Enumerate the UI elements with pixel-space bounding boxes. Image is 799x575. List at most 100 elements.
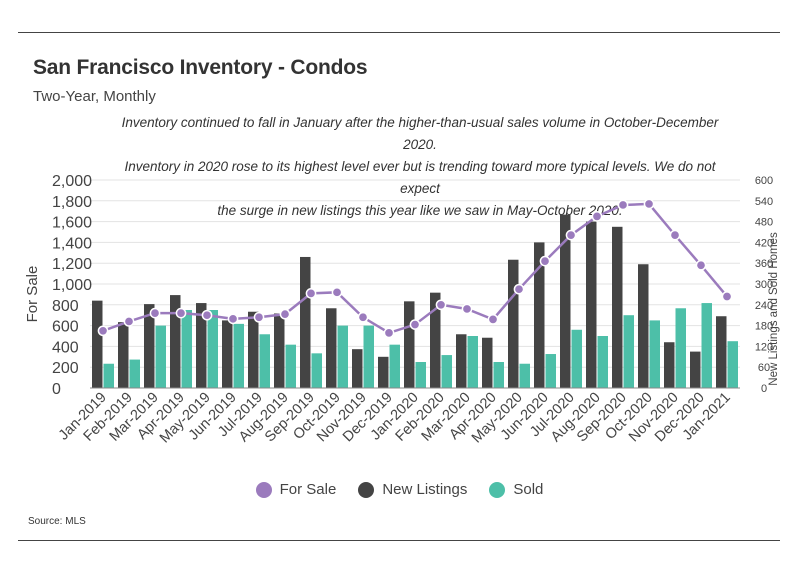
bar-sold (675, 308, 686, 388)
chart-title: San Francisco Inventory - Condos (33, 56, 368, 79)
bar-new-listings (612, 226, 623, 388)
point-for-sale (253, 311, 265, 323)
point-for-sale (175, 307, 187, 319)
bar-new-listings (404, 301, 415, 388)
y-right-tick-label: 240 (755, 300, 773, 312)
y-right-tick-label: 300 (755, 279, 773, 291)
y-left-tick-label: 1,000 (52, 277, 92, 294)
bar-sold (363, 325, 374, 388)
bar-sold (415, 362, 426, 388)
bar-sold (701, 303, 712, 388)
point-for-sale (487, 314, 499, 325)
point-for-sale (331, 286, 343, 298)
point-for-sale (123, 316, 135, 327)
bar-sold (259, 334, 270, 388)
legend-item-for-sale: For Sale (255, 481, 336, 498)
bar-new-listings (300, 256, 311, 388)
legend-item-sold: Sold (489, 481, 543, 498)
bar-new-listings (378, 356, 389, 388)
bar-new-listings (508, 259, 519, 388)
point-for-sale (279, 308, 291, 320)
point-for-sale (721, 291, 733, 302)
line-for-sale (102, 202, 728, 335)
y-left-tick-label: 2,000 (52, 173, 92, 190)
point-for-sale (695, 259, 707, 271)
note-line: Inventory in 2020 rose to its highest le… (124, 159, 716, 196)
bar-sold (155, 325, 166, 388)
bar-sold (311, 353, 322, 388)
bar-new-listings (456, 334, 467, 388)
bar-sold (207, 310, 218, 388)
legend-swatch-for-sale (255, 481, 272, 498)
bar-new-listings (144, 304, 155, 388)
bar-new-listings (690, 351, 701, 388)
point-for-sale (591, 211, 603, 222)
y-left-tick-label: 1,800 (52, 194, 92, 211)
point-for-sale (643, 198, 655, 210)
bar-sold (545, 354, 556, 388)
chart-legend: For Sale New Listings Sold (0, 481, 799, 498)
y-right-tick-label: 600 (755, 175, 773, 187)
legend-label: Sold (513, 481, 544, 498)
y-left-axis-title: For Sale (24, 266, 41, 323)
bar-sold (467, 336, 478, 388)
bar-new-listings (92, 300, 103, 388)
bar-sold (519, 363, 530, 388)
y-right-tick-label: 480 (755, 217, 773, 229)
legend-item-new-listings: New Listings (358, 481, 467, 498)
point-for-sale (97, 325, 109, 337)
bar-new-listings (586, 221, 597, 388)
point-for-sale (539, 255, 551, 267)
bar-new-listings (482, 337, 493, 388)
bar-new-listings (248, 311, 259, 388)
y-right-tick-label: 540 (755, 196, 773, 208)
bar-sold (727, 341, 738, 388)
y-left-tick-label: 200 (52, 360, 79, 377)
bar-new-listings (326, 308, 337, 388)
point-for-sale (565, 229, 577, 241)
bar-new-listings (118, 322, 129, 388)
top-rule (18, 32, 780, 33)
bar-sold (233, 323, 244, 388)
y-right-axis-title: New Listings and Sold Homes (768, 232, 780, 386)
point-for-sale (461, 303, 473, 315)
bar-sold (597, 336, 608, 388)
bar-new-listings (430, 292, 441, 388)
y-left-tick-label: 0 (52, 381, 61, 398)
bar-new-listings (352, 349, 363, 388)
point-for-sale (227, 313, 239, 325)
y-right-tick-label: 360 (755, 258, 773, 270)
bar-sold (181, 310, 192, 388)
y-left-tick-label: 600 (52, 319, 79, 336)
legend-swatch-new-listings (358, 481, 375, 498)
point-for-sale (305, 288, 317, 299)
point-for-sale (409, 319, 421, 330)
bottom-rule (18, 540, 780, 541)
bar-sold (493, 362, 504, 388)
point-for-sale (669, 229, 681, 241)
y-left-tick-label: 1,400 (52, 235, 92, 252)
bar-new-listings (274, 313, 285, 388)
y-right-tick-label: 420 (755, 237, 773, 249)
bar-new-listings (638, 264, 649, 388)
bar-sold (441, 355, 452, 388)
point-for-sale (149, 307, 161, 319)
bar-new-listings (664, 342, 675, 388)
bar-sold (129, 359, 140, 388)
legend-swatch-sold (489, 481, 506, 498)
y-left-tick-label: 800 (52, 298, 79, 315)
bar-sold (337, 325, 348, 388)
bar-new-listings (534, 242, 545, 388)
chart-subtitle: Two-Year, Monthly (33, 88, 156, 105)
source-note: Source: MLS (28, 516, 86, 527)
point-for-sale (435, 299, 447, 311)
bar-sold (103, 363, 114, 388)
y-right-tick-label: 180 (755, 321, 773, 333)
bar-sold (623, 315, 634, 388)
chart-note: Inventory continued to fall in January a… (110, 112, 730, 222)
y-right-tick-label: 0 (761, 383, 767, 395)
y-left-tick-label: 1,600 (52, 215, 92, 232)
bar-new-listings (196, 303, 207, 388)
bar-new-listings (170, 295, 181, 388)
